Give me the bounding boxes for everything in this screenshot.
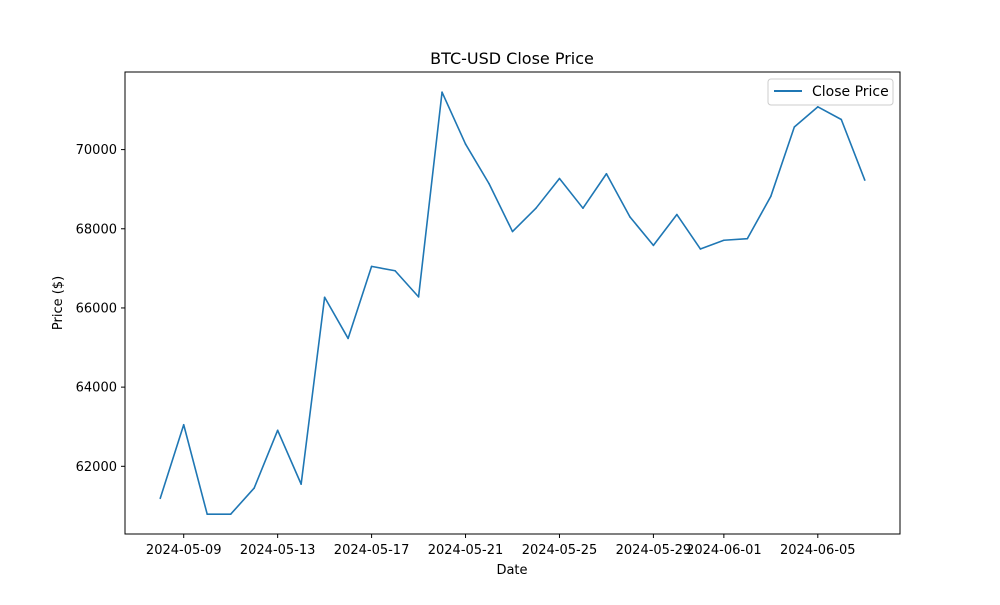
data-point	[652, 244, 655, 247]
data-point	[605, 172, 608, 175]
data-point	[723, 239, 725, 242]
data-point	[370, 265, 373, 268]
data-point	[535, 207, 537, 209]
x-tick-label: 2024-05-17	[334, 543, 410, 558]
x-tick-label: 2024-05-13	[240, 543, 316, 558]
y-axis-title: Price ($)	[51, 276, 66, 330]
data-point	[488, 182, 490, 185]
legend-label-close-price: Close Price	[812, 84, 889, 100]
x-tick-label: 2024-05-09	[146, 543, 222, 558]
data-point	[464, 143, 467, 145]
plot-frame	[124, 71, 901, 535]
data-point	[417, 296, 420, 298]
data-point	[394, 269, 396, 272]
x-tick-label: 2024-05-29	[616, 543, 692, 558]
legend: Close Price	[767, 78, 894, 106]
data-point	[229, 513, 232, 516]
data-point	[770, 195, 772, 198]
data-point	[746, 237, 749, 240]
data-point	[676, 213, 678, 216]
series-line-0	[159, 91, 866, 516]
data-point	[323, 296, 326, 299]
series-layer	[159, 91, 866, 516]
data-point	[840, 118, 843, 121]
chart-title: BTC-USD Close Price	[430, 49, 594, 68]
data-point	[817, 106, 819, 108]
data-point	[863, 179, 866, 181]
y-tick-label: 68000	[76, 222, 117, 237]
data-point	[300, 483, 302, 485]
legend-box	[767, 78, 894, 106]
y-tick-label: 70000	[76, 143, 117, 158]
data-point	[347, 337, 349, 340]
x-tick-label: 2024-06-01	[686, 543, 762, 558]
data-point	[159, 497, 162, 500]
data-point	[629, 216, 631, 218]
data-point	[699, 248, 702, 250]
data-point	[441, 91, 443, 93]
x-axis-title: Date	[496, 563, 527, 578]
data-point	[276, 429, 279, 432]
y-tick-label: 66000	[76, 301, 117, 316]
data-point	[182, 423, 185, 426]
x-tick-label: 2024-05-21	[428, 543, 504, 558]
data-point	[206, 513, 208, 516]
ticks-layer: 62000 64000 66000 68000 70000 2024-05-09 2024-…	[76, 143, 856, 558]
y-tick-label: 64000	[76, 381, 117, 396]
x-tick-label: 2024-05-25	[522, 543, 598, 558]
data-point	[558, 177, 561, 180]
x-tick-label: 2024-06-05	[780, 543, 856, 558]
data-point	[582, 207, 584, 209]
data-point	[253, 487, 255, 489]
y-tick-label: 62000	[76, 460, 117, 475]
data-point	[511, 230, 514, 233]
data-point	[793, 126, 796, 128]
